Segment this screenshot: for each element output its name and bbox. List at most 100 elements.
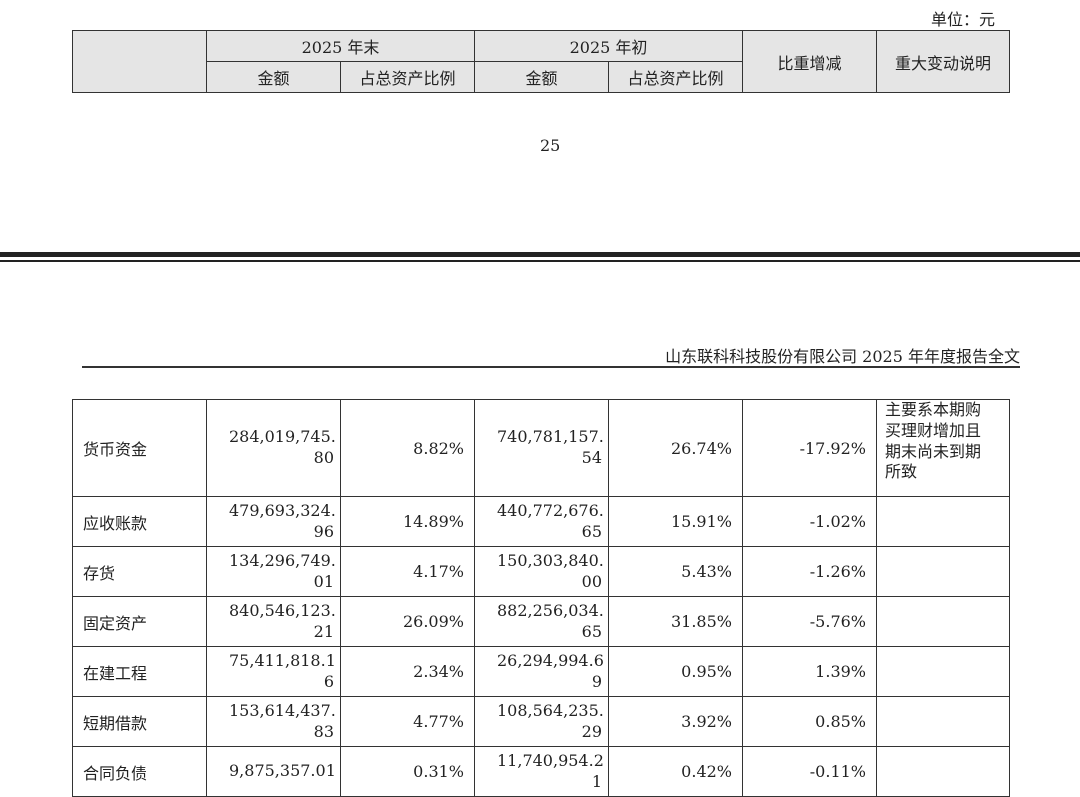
start-ratio: 5.43% (608, 546, 743, 597)
year-start-header: 2025 年初 (474, 30, 743, 62)
end-amount-line2: 83 (313, 721, 334, 741)
start-amount-line1: 740,781,157. (497, 427, 604, 447)
change-explanation (876, 496, 1010, 547)
end-ratio-header: 占总资产比例 (340, 61, 475, 93)
start-amount-line2: 00 (581, 571, 602, 591)
start-amount-line1: 440,772,676. (497, 500, 604, 520)
blank-header-cell (72, 30, 207, 93)
start-ratio: 26.74% (608, 399, 743, 497)
ratio-change: 1.39% (742, 646, 877, 697)
note-line: 买理财增加且 (885, 420, 982, 440)
note-line: 所致 (885, 462, 918, 482)
change-explanation: 主要系本期购 买理财增加且 期末尚未到期 所致 (876, 399, 1010, 497)
start-amount-line2: 29 (581, 721, 602, 741)
table-row: 合同负债 9,875,357.01 0.31% 11,740,954.2 1 0.42% -… (72, 746, 1010, 797)
table-row: 短期借款 153,614,437. 83 4.77% 108,564,235. 29 3.9… (72, 696, 1010, 747)
end-amount: 75,411,818.1 6 (206, 646, 341, 697)
ratio-change: -5.76% (742, 596, 877, 647)
note-line: 期末尚未到期 (885, 441, 982, 461)
end-amount-line2: 21 (313, 621, 334, 641)
start-amount: 440,772,676. 65 (474, 496, 609, 547)
change-header: 比重增减 (742, 30, 877, 93)
change-explanation (876, 646, 1010, 697)
end-amount: 840,546,123. 21 (206, 596, 341, 647)
end-amount: 134,296,749. 01 (206, 546, 341, 597)
note-line: 主要系本期购 (885, 400, 982, 419)
end-ratio: 14.89% (340, 496, 475, 547)
start-amount: 26,294,994.6 9 (474, 646, 609, 697)
explanation-header: 重大变动说明 (876, 30, 1010, 93)
ratio-change: -1.26% (742, 546, 877, 597)
end-amount-line1: 9,875,357.01 (229, 761, 336, 781)
item-name: 固定资产 (72, 596, 207, 647)
end-amount-line1: 840,546,123. (229, 600, 336, 620)
start-amount: 108,564,235. 29 (474, 696, 609, 747)
end-ratio: 26.09% (340, 596, 475, 647)
end-amount-line1: 479,693,324. (229, 500, 336, 520)
page-number: 25 (540, 136, 561, 155)
end-amount-line2: 80 (313, 448, 334, 467)
ratio-change: -0.11% (742, 746, 877, 797)
item-name: 短期借款 (72, 696, 207, 747)
end-ratio: 4.77% (340, 696, 475, 747)
end-amount: 479,693,324. 96 (206, 496, 341, 547)
end-amount: 284,019,745. 80 (206, 399, 341, 497)
item-name: 在建工程 (72, 646, 207, 697)
start-amount: 882,256,034. 65 (474, 596, 609, 647)
running-header: 山东联科科技股份有限公司 2025 年年度报告全文 (665, 347, 1020, 366)
change-explanation (876, 546, 1010, 597)
ratio-change: -17.92% (742, 399, 877, 497)
start-amount-line1: 108,564,235. (497, 700, 604, 720)
start-amount-line2: 1 (591, 771, 602, 791)
table-row: 在建工程 75,411,818.1 6 2.34% 26,294,994.6 9 0.95%… (72, 646, 1010, 697)
end-amount-line1: 284,019,745. (229, 427, 336, 447)
change-explanation (876, 596, 1010, 647)
change-explanation (876, 696, 1010, 747)
ratio-change: -1.02% (742, 496, 877, 547)
start-amount: 11,740,954.2 1 (474, 746, 609, 797)
end-amount: 153,614,437. 83 (206, 696, 341, 747)
end-ratio: 2.34% (340, 646, 475, 697)
start-amount-line1: 11,740,954.2 (497, 750, 604, 770)
end-ratio: 0.31% (340, 746, 475, 797)
table-row: 货币资金 284,019,745. 80 8.82% 740,781,157. 54 26.… (72, 399, 1010, 497)
start-amount: 740,781,157. 54 (474, 399, 609, 497)
ratio-change: 0.85% (742, 696, 877, 747)
item-name: 存货 (72, 546, 207, 597)
start-amount: 150,303,840. 00 (474, 546, 609, 597)
start-ratio: 3.92% (608, 696, 743, 747)
year-end-header: 2025 年末 (206, 30, 475, 62)
unit-label: 单位：元 (931, 10, 996, 29)
start-amount-header: 金额 (474, 61, 609, 93)
end-amount-line2: 6 (323, 671, 334, 691)
end-amount-line1: 134,296,749. (229, 550, 336, 570)
start-amount-line2: 54 (581, 448, 602, 467)
start-ratio: 0.42% (608, 746, 743, 797)
end-ratio: 8.82% (340, 399, 475, 497)
end-ratio: 4.17% (340, 546, 475, 597)
start-amount-line1: 882,256,034. (497, 600, 604, 620)
start-ratio: 31.85% (608, 596, 743, 647)
table-row: 存货 134,296,749. 01 4.17% 150,303,840. 00 5.43%… (72, 546, 1010, 597)
start-ratio-header: 占总资产比例 (608, 61, 743, 93)
start-amount-line1: 26,294,994.6 (497, 650, 604, 670)
page-divider-thin (0, 260, 1080, 262)
item-name: 合同负债 (72, 746, 207, 797)
start-amount-line2: 65 (581, 521, 602, 541)
end-amount-line2: 96 (313, 521, 334, 541)
start-ratio: 0.95% (608, 646, 743, 697)
table-row: 固定资产 840,546,123. 21 26.09% 882,256,034. 65 31… (72, 596, 1010, 647)
end-amount: 9,875,357.01 (206, 746, 341, 797)
end-amount-header: 金额 (206, 61, 341, 93)
start-amount-line2: 65 (581, 621, 602, 641)
table-row: 应收账款 479,693,324. 96 14.89% 440,772,676. 65 15… (72, 496, 1010, 547)
item-name: 应收账款 (72, 496, 207, 547)
item-name: 货币资金 (72, 399, 207, 497)
change-explanation (876, 746, 1010, 797)
start-ratio: 15.91% (608, 496, 743, 547)
start-amount-line2: 9 (591, 671, 602, 691)
end-amount-line2: 01 (313, 571, 334, 591)
end-amount-line1: 75,411,818.1 (229, 650, 336, 670)
header-rule (82, 366, 1020, 368)
table-header: 2025 年末 2025 年初 比重增减 重大变动说明 金额 占总资产比例 金额… (72, 30, 1010, 93)
